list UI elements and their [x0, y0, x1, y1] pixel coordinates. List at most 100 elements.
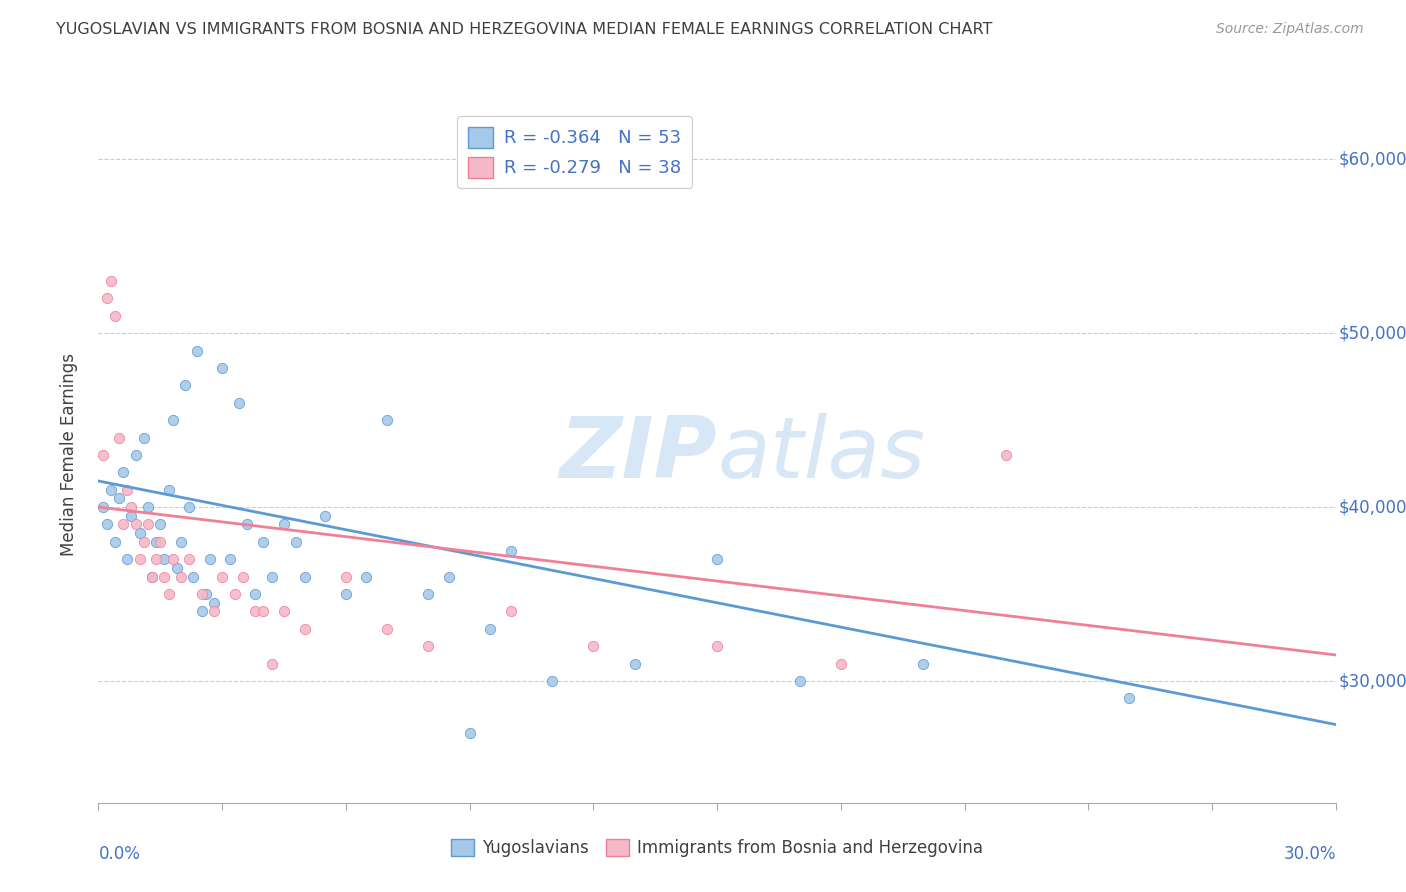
Point	[912, 657, 935, 671]
Point	[830, 657, 852, 671]
Point	[132, 535, 155, 549]
Point	[166, 561, 188, 575]
Point	[162, 413, 184, 427]
Point	[149, 517, 172, 532]
Point	[157, 483, 180, 497]
Text: Source: ZipAtlas.com: Source: ZipAtlas.com	[1216, 22, 1364, 37]
Point	[211, 361, 233, 376]
Point	[153, 570, 176, 584]
Point	[260, 657, 283, 671]
Text: $40,000: $40,000	[1339, 498, 1406, 516]
Point	[153, 552, 176, 566]
Point	[132, 431, 155, 445]
Point	[190, 587, 212, 601]
Point	[104, 309, 127, 323]
Point	[100, 483, 122, 497]
Point	[170, 570, 193, 584]
Point	[136, 517, 159, 532]
Point	[136, 500, 159, 515]
Y-axis label: Median Female Earnings: Median Female Earnings	[59, 353, 77, 557]
Point	[994, 448, 1017, 462]
Point	[120, 508, 142, 523]
Point	[335, 570, 357, 584]
Point	[194, 587, 217, 601]
Point	[174, 378, 197, 392]
Point	[706, 552, 728, 566]
Point	[294, 570, 316, 584]
Point	[179, 500, 201, 515]
Point	[273, 517, 295, 532]
Point	[179, 552, 201, 566]
Point	[104, 535, 127, 549]
Text: $60,000: $60,000	[1339, 150, 1406, 169]
Point	[437, 570, 460, 584]
Point	[96, 292, 118, 306]
Point	[91, 500, 114, 515]
Point	[112, 517, 135, 532]
Point	[458, 726, 481, 740]
Point	[499, 605, 522, 619]
Point	[499, 543, 522, 558]
Point	[252, 535, 274, 549]
Point	[157, 587, 180, 601]
Text: atlas: atlas	[717, 413, 925, 497]
Point	[335, 587, 357, 601]
Text: 30.0%: 30.0%	[1284, 845, 1336, 863]
Point	[91, 448, 114, 462]
Point	[273, 605, 295, 619]
Point	[314, 508, 336, 523]
Point	[375, 622, 398, 636]
Point	[162, 552, 184, 566]
Point	[145, 535, 167, 549]
Point	[418, 640, 440, 654]
Point	[418, 587, 440, 601]
Point	[128, 526, 150, 541]
Text: $50,000: $50,000	[1339, 324, 1406, 343]
Text: ZIP: ZIP	[560, 413, 717, 497]
Text: 0.0%: 0.0%	[98, 845, 141, 863]
Point	[108, 491, 131, 506]
Point	[285, 535, 308, 549]
Point	[186, 343, 208, 358]
Point	[260, 570, 283, 584]
Point	[181, 570, 204, 584]
Point	[128, 552, 150, 566]
Point	[236, 517, 259, 532]
Legend: Yugoslavians, Immigrants from Bosnia and Herzegovina: Yugoslavians, Immigrants from Bosnia and…	[444, 832, 990, 864]
Point	[190, 605, 212, 619]
Point	[375, 413, 398, 427]
Text: $30,000: $30,000	[1339, 672, 1406, 690]
Point	[211, 570, 233, 584]
Point	[356, 570, 378, 584]
Point	[232, 570, 254, 584]
Point	[120, 500, 142, 515]
Point	[228, 396, 250, 410]
Point	[219, 552, 242, 566]
Point	[96, 517, 118, 532]
Point	[124, 517, 146, 532]
Point	[141, 570, 163, 584]
Point	[623, 657, 645, 671]
Point	[252, 605, 274, 619]
Point	[145, 552, 167, 566]
Point	[112, 466, 135, 480]
Point	[582, 640, 605, 654]
Point	[541, 674, 564, 689]
Text: YUGOSLAVIAN VS IMMIGRANTS FROM BOSNIA AND HERZEGOVINA MEDIAN FEMALE EARNINGS COR: YUGOSLAVIAN VS IMMIGRANTS FROM BOSNIA AN…	[56, 22, 993, 37]
Point	[706, 640, 728, 654]
Point	[202, 605, 225, 619]
Point	[1118, 691, 1140, 706]
Point	[224, 587, 246, 601]
Point	[100, 274, 122, 288]
Point	[294, 622, 316, 636]
Point	[198, 552, 221, 566]
Point	[479, 622, 502, 636]
Point	[117, 552, 139, 566]
Point	[170, 535, 193, 549]
Point	[243, 605, 266, 619]
Point	[124, 448, 146, 462]
Point	[117, 483, 139, 497]
Point	[243, 587, 266, 601]
Point	[108, 431, 131, 445]
Point	[149, 535, 172, 549]
